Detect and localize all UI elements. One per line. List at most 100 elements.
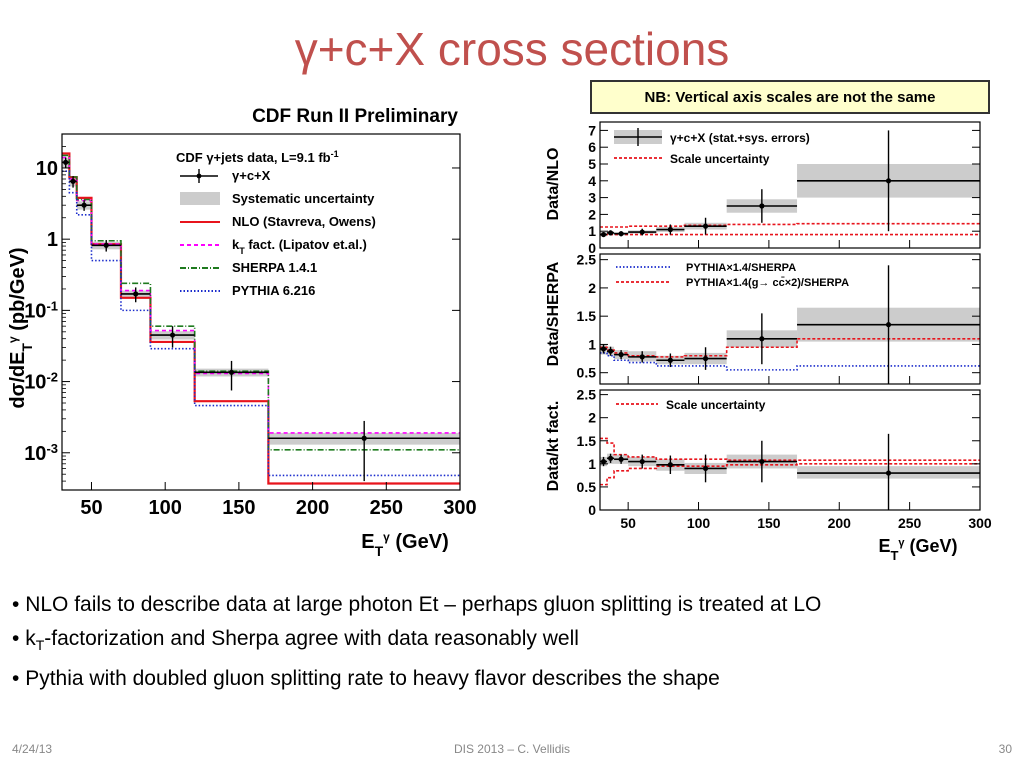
y-tick-label: 1 bbox=[588, 456, 596, 472]
data-point bbox=[63, 159, 69, 165]
x-tick-label: 150 bbox=[222, 497, 255, 519]
data-point bbox=[600, 458, 607, 465]
nb-note: NB: Vertical axis scales are not the sam… bbox=[590, 80, 990, 114]
legend-label: Scale uncertainty bbox=[670, 152, 770, 166]
data-point bbox=[667, 357, 673, 363]
data-point bbox=[103, 242, 109, 248]
data-point bbox=[702, 223, 709, 229]
data-point bbox=[759, 458, 765, 465]
y-tick-label: 5 bbox=[588, 156, 596, 172]
y-tick-label: 1 bbox=[588, 336, 596, 352]
data-point bbox=[169, 332, 176, 338]
data-point bbox=[607, 455, 614, 461]
scale-uncertainty-line bbox=[600, 463, 980, 486]
y-tick-label: 3 bbox=[588, 190, 596, 206]
data-point bbox=[361, 435, 367, 441]
series-line bbox=[62, 170, 460, 477]
left-xlabel: ETγ (GeV) bbox=[361, 530, 449, 559]
x-tick-label: 250 bbox=[370, 497, 403, 519]
data-point bbox=[759, 336, 765, 342]
x-tick-label: 200 bbox=[296, 497, 329, 519]
data-point bbox=[702, 465, 709, 472]
legend-label: PYTHIA 6.216 bbox=[232, 283, 315, 298]
plot-frame bbox=[599, 253, 981, 385]
y-tick-label: 4 bbox=[588, 173, 596, 189]
bullet-item: • kT-factorization and Sherpa agree with… bbox=[12, 622, 1017, 662]
y-tick-label: 10-2 bbox=[24, 369, 58, 394]
data-point bbox=[607, 230, 614, 236]
bullet-list: • NLO fails to describe data at large ph… bbox=[12, 588, 1017, 696]
data-point bbox=[667, 462, 673, 468]
legend-label: Systematic uncertainty bbox=[232, 191, 375, 206]
bullet-item: • Pythia with doubled gluon splitting ra… bbox=[12, 662, 1017, 696]
scale-uncertainty-line bbox=[600, 222, 980, 228]
legend-data-marker bbox=[196, 173, 202, 179]
y-tick-label: 10 bbox=[36, 158, 58, 180]
data-point bbox=[885, 470, 892, 476]
y-tick-label: 1.5 bbox=[577, 433, 597, 449]
data-point bbox=[618, 231, 624, 237]
y-tick-label: 7 bbox=[588, 122, 596, 138]
right-ylabel-nlo: Data/NLO bbox=[545, 148, 562, 221]
right-ylabel-kt: Data/kt fact. bbox=[545, 401, 562, 492]
plot-frame bbox=[599, 121, 981, 249]
y-tick-label: 1 bbox=[588, 223, 596, 239]
x-tick-label: 50 bbox=[80, 497, 102, 519]
bullet-item: • NLO fails to describe data at large ph… bbox=[12, 588, 1017, 622]
legend-header-exp: -1 bbox=[331, 149, 339, 159]
y-tick-label: 2 bbox=[588, 206, 596, 222]
legend-label-sub: T bbox=[239, 246, 245, 256]
legend-label: γ+c+X (stat.+sys. errors) bbox=[670, 131, 810, 145]
x-tick-label: 300 bbox=[443, 497, 476, 519]
y-tick-exponent: -3 bbox=[46, 440, 58, 455]
y-tick-label: 2 bbox=[588, 410, 596, 426]
data-point bbox=[639, 458, 645, 465]
bullet-text: Pythia with doubled gluon splitting rate… bbox=[25, 667, 720, 691]
data-point bbox=[667, 226, 673, 233]
data-point bbox=[702, 355, 709, 362]
y-tick-label: 10-3 bbox=[24, 440, 58, 465]
y-tick-exponent: -2 bbox=[46, 369, 58, 384]
data-point bbox=[639, 354, 645, 360]
data-point bbox=[70, 178, 76, 184]
bullet-text: NLO fails to describe data at large phot… bbox=[25, 593, 822, 616]
footer-center: DIS 2013 – C. Vellidis bbox=[453, 742, 571, 756]
data-point bbox=[759, 203, 765, 209]
plot-frame bbox=[599, 389, 981, 511]
y-tick-label: 0 bbox=[588, 240, 596, 256]
legend-band-swatch bbox=[180, 192, 220, 205]
data-point bbox=[639, 229, 645, 235]
data-point bbox=[885, 322, 892, 328]
left-chart: CDF Run II Preliminary 10 1 10-1 10-2 10-3 50… bbox=[6, 106, 477, 559]
bullet-text-post: -factorization and Sherpa agree with dat… bbox=[44, 627, 579, 650]
data-point bbox=[81, 202, 87, 208]
plot-frame bbox=[61, 133, 461, 491]
x-tick-label: 250 bbox=[898, 515, 922, 531]
left-chart-title: CDF Run II Preliminary bbox=[252, 106, 458, 127]
y-tick-label: 0 bbox=[588, 502, 596, 518]
y-tick-label: 0.5 bbox=[577, 365, 597, 381]
y-tick-label: 0.5 bbox=[577, 479, 597, 495]
data-point bbox=[618, 456, 624, 462]
legend-label: PYTHIA×1.4/SHERPA bbox=[686, 262, 796, 274]
x-tick-label: 300 bbox=[968, 515, 992, 531]
x-tick-label: 50 bbox=[620, 515, 636, 531]
slide-title: γ+c+X cross sections bbox=[294, 23, 730, 75]
data-point bbox=[133, 291, 139, 297]
data-point bbox=[600, 231, 607, 238]
right-xlabel: ETγ (GeV) bbox=[878, 536, 957, 563]
y-tick-label: 1 bbox=[47, 229, 58, 251]
legend-label: kT fact. (Lipatov et.al.) bbox=[232, 237, 367, 256]
x-tick-label: 100 bbox=[148, 497, 181, 519]
legend-label: γ+c+X bbox=[232, 168, 271, 183]
bullet-marker: • bbox=[12, 667, 20, 691]
x-tick-label: 200 bbox=[828, 515, 852, 531]
legend-label: Scale uncertainty bbox=[666, 398, 766, 412]
right-ylabel-sherpa: Data/SHERPA bbox=[545, 261, 562, 366]
left-plot-area: 10 1 10-1 10-2 10-3 50 100 150 200 250 300 CDF γ+je… bbox=[24, 133, 477, 519]
legend-header: CDF γ+jets data, L=9.1 fb-1 bbox=[176, 149, 339, 165]
x-tick-label: 100 bbox=[687, 515, 711, 531]
x-tick-label: 150 bbox=[757, 515, 781, 531]
